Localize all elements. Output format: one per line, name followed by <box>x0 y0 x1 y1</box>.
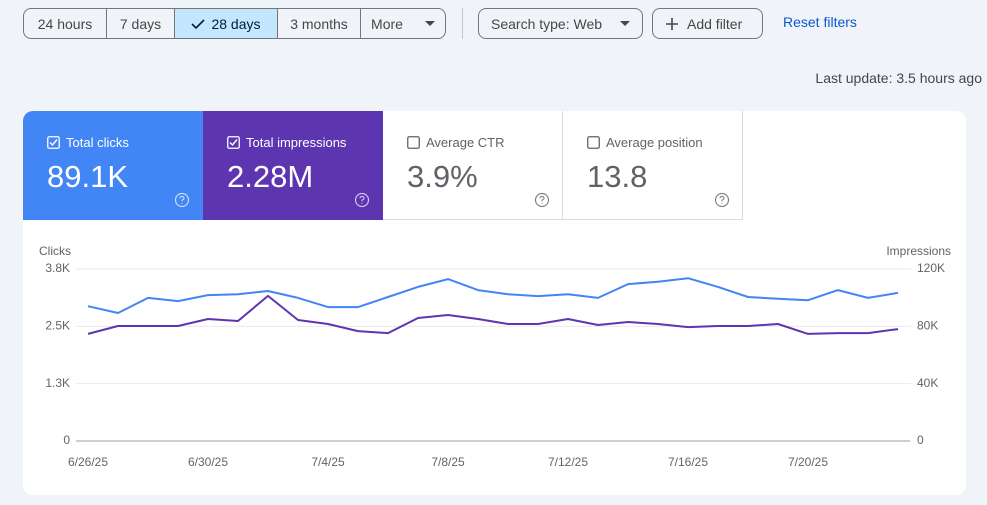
add-filter-button[interactable]: Add filter <box>652 8 763 39</box>
metric-label-row: Average CTR <box>407 135 505 150</box>
date-range-label: More <box>371 15 403 32</box>
checkbox-box <box>227 136 240 149</box>
date-range-label: 7 days <box>119 15 162 32</box>
metric-tile[interactable]: Average CTR 3.9% <box>383 111 563 220</box>
date-range-button[interactable]: 28 days <box>175 9 278 38</box>
x-tick-label: 7/20/25 <box>788 455 828 469</box>
metric-label: Total clicks <box>66 135 129 150</box>
metric-value: 3.9% <box>407 159 478 194</box>
metric-label-row: Total impressions <box>227 135 346 150</box>
x-tick-label: 7/4/25 <box>311 455 345 469</box>
x-tick-label: 6/26/25 <box>68 455 108 469</box>
checkbox-box <box>407 136 420 149</box>
date-range-label: 3 months <box>290 15 348 32</box>
checkbox-tick <box>49 139 58 147</box>
help-circle <box>714 192 730 208</box>
metric-label-row: Total clicks <box>47 135 129 150</box>
help-mark <box>179 195 185 204</box>
help-mark <box>719 195 725 204</box>
chart: Clicks Impressions 0 1.3K 2.5K 3.8K 0 40K 80K 1… <box>39 244 951 469</box>
metric-label: Average CTR <box>426 135 505 150</box>
metric-label: Total impressions <box>246 135 347 150</box>
metric-value: 2.28M <box>227 159 314 194</box>
y2-tick-label: 40K <box>917 376 938 390</box>
reset-filters-link[interactable]: Reset filters <box>783 14 857 30</box>
help-circle <box>174 192 190 208</box>
help-mark <box>539 195 545 204</box>
y-tick-label: 2.5K <box>45 319 70 333</box>
checkbox <box>47 136 60 149</box>
caret <box>424 20 435 26</box>
help-circle <box>534 192 550 208</box>
date-range-button[interactable]: 24 hours <box>24 9 107 38</box>
metric-label-row: Average position <box>587 135 703 150</box>
help-icon <box>534 192 550 208</box>
checkbox <box>407 136 420 149</box>
performance-card: Total clicks 89.1K Total impressions 2.28M A… <box>23 111 966 495</box>
caret <box>620 20 630 26</box>
x-tick-label: 7/12/25 <box>548 455 588 469</box>
x-tick-label: 7/8/25 <box>431 455 465 469</box>
metric-tile[interactable]: Average position 13.8 <box>563 111 743 220</box>
checkbox-box <box>587 136 600 149</box>
date-range-label: 24 hours <box>37 15 93 32</box>
search-type-label: Search type: Web <box>491 15 603 32</box>
add-filter-label: Add filter <box>687 15 743 32</box>
y2-tick-label: 120K <box>917 261 945 275</box>
y2-tick-label: 80K <box>917 319 938 333</box>
check-icon <box>191 18 206 29</box>
metric-label: Average position <box>606 135 703 150</box>
check <box>191 18 206 29</box>
caret-shape <box>424 20 435 26</box>
help-circle <box>354 192 370 208</box>
last-update: Last update: 3.5 hours ago <box>815 70 982 86</box>
help-icon <box>354 192 370 208</box>
x-tick-label: 6/30/25 <box>188 455 228 469</box>
help-icon <box>174 192 190 208</box>
search-type-button[interactable]: Search type: Web <box>478 8 643 39</box>
metric-value: 89.1K <box>47 159 129 194</box>
date-range-group: 24 hours 7 days 28 days 3 months More <box>23 8 446 39</box>
date-range-button[interactable]: More <box>361 9 445 38</box>
y-tick-label: 1.3K <box>45 376 70 390</box>
y-tick-label: 3.8K <box>45 261 70 275</box>
help-mark <box>359 195 365 204</box>
y-axis-label: Clicks <box>39 244 71 258</box>
date-range-button[interactable]: 3 months <box>278 9 361 38</box>
metric-tile[interactable]: Total clicks 89.1K <box>23 111 203 220</box>
y-tick-label: 0 <box>63 433 70 447</box>
series-line <box>87 277 899 314</box>
x-tick-label: 7/16/25 <box>668 455 708 469</box>
y2-axis-label: Impressions <box>886 244 951 258</box>
checkbox-tick <box>229 139 238 147</box>
help-icon <box>714 192 730 208</box>
checkbox-box <box>47 136 60 149</box>
metric-tile[interactable]: Total impressions 2.28M <box>203 111 383 220</box>
checkbox <box>587 136 600 149</box>
divider <box>462 8 463 39</box>
metric-value: 13.8 <box>587 159 648 194</box>
checkbox <box>227 136 240 149</box>
date-range-label: 28 days <box>211 15 261 32</box>
plus-icon <box>666 17 678 30</box>
series-line <box>87 294 899 335</box>
date-range-button[interactable]: 7 days <box>107 9 175 38</box>
y2-tick-label: 0 <box>917 433 924 447</box>
